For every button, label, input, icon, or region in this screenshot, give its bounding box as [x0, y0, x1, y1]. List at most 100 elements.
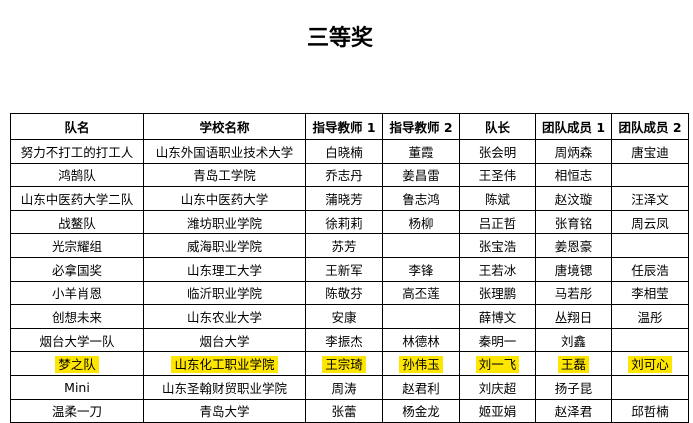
table-cell: 林德林: [382, 327, 460, 353]
table-row: 山东中医药大学二队 山东中医药大学 蒲晓芳 鲁志鸿 陈斌 赵汶璇 汪泽文: [10, 186, 689, 211]
table-row: 梦之队 山东化工职业学院 王宗琦 孙伟玉 刘一飞 王磊 刘可心: [10, 351, 689, 376]
cell-text: 鸿鹄队: [58, 168, 96, 184]
table-row: 创想未来 山东农业大学 安康 薛博文 丛翔日 温彤: [10, 304, 689, 329]
cell-text: 姜恩豪: [554, 239, 593, 255]
cell-text: 相恒志: [554, 168, 593, 184]
table-cell: 赵汶璇: [535, 186, 612, 211]
table-cell: 温彤: [611, 304, 689, 329]
cell-text: 马若彤: [554, 286, 593, 302]
cell-text: 山东中医药大学: [180, 191, 269, 207]
table-cell: [611, 327, 689, 353]
table-cell: [611, 374, 689, 400]
table-cell: 姜恩豪: [535, 233, 612, 258]
table-cell: 光宗耀组: [10, 233, 144, 258]
table-cell: 陈斌: [459, 186, 536, 211]
table-cell: 刘庆超: [459, 374, 536, 400]
table-cell: 李锋: [382, 256, 460, 282]
cell-text: 姜昌雷: [402, 168, 440, 184]
table-cell: 李相莹: [611, 280, 689, 306]
table-cell: 徐莉莉: [305, 209, 383, 235]
table-cell: 董霞: [382, 139, 460, 164]
table-cell: 梦之队: [10, 351, 144, 376]
cell-text: 陈敬芬: [325, 286, 363, 302]
cell-text: 烟台大学一队: [39, 333, 115, 349]
table-cell: 必拿国奖: [10, 256, 144, 282]
cell-text: 扬子昆: [554, 380, 593, 396]
cell-text: 小羊肖恩: [51, 286, 102, 302]
cell-text: 孙伟玉: [399, 356, 443, 374]
cell-text: 临沂职业学院: [186, 286, 262, 302]
table-cell: 孙伟玉: [382, 351, 460, 376]
cell-text: 山东化工职业学院: [171, 356, 278, 374]
table-cell: 马若彤: [535, 280, 612, 306]
table-cell: 唐境锶: [535, 256, 612, 282]
cell-text: 杨柳: [408, 215, 434, 231]
table-cell: 赵泽君: [535, 398, 612, 423]
table-cell: 山东中医药大学二队: [10, 186, 144, 211]
cell-text: 张宝浩: [478, 239, 517, 255]
table-cell: 李振杰: [305, 327, 383, 353]
cell-text: 赵君利: [402, 380, 440, 396]
cell-text: 张蕾: [331, 404, 357, 420]
table-cell: 山东圣翰财贸职业学院: [143, 374, 306, 400]
cell-text: 王新军: [325, 262, 363, 278]
cell-text: 任辰浩: [631, 262, 669, 278]
table-cell: 威海职业学院: [143, 233, 306, 258]
cell-text: 周炳森: [554, 144, 593, 160]
table-row: 努力不打工的打工人 山东外国语职业技术大学 白晓楠 董霞 张会明 周炳森 唐宝迪: [10, 139, 689, 164]
cell-text: 山东理工大学: [186, 262, 262, 278]
cell-text: 王宗琦: [322, 356, 366, 374]
table-cell: 周云凤: [611, 209, 689, 235]
table-cell: [382, 304, 460, 329]
cell-text: 林德林: [402, 333, 440, 349]
cell-text: 山东中医药大学二队: [20, 191, 134, 207]
table-row: 小羊肖恩 临沂职业学院 陈敬芬 高丕莲 张理鹏 马若彤 李相莹: [10, 280, 689, 306]
cell-text: 青岛工学院: [193, 168, 256, 184]
cell-text: 必拿国奖: [51, 262, 102, 278]
title: 三等奖: [306, 26, 373, 51]
table-cell: 王新军: [305, 256, 383, 282]
table-cell: 鸿鹄队: [10, 162, 144, 188]
table-row: 鸿鹄队 青岛工学院 乔志丹 姜昌雷 王圣伟 相恒志: [10, 162, 689, 188]
cell-text: 汪泽文: [631, 191, 669, 207]
cell-text: Mini: [64, 379, 90, 395]
table-cell: 唐宝迪: [611, 139, 689, 164]
header-row: 队名 学校名称 指导教师 1 指导教师 2 队长 团队成员 1 团队成员 2: [10, 113, 689, 140]
table-cell: 王若冰: [459, 256, 536, 282]
cell-text: 王磊: [557, 356, 589, 374]
cell-text: 李锋: [408, 262, 434, 278]
table-cell: 山东农业大学: [143, 304, 306, 329]
cell-text: 李相莹: [631, 286, 669, 302]
table-cell: 乔志丹: [305, 162, 383, 188]
table-cell: 苏芳: [305, 233, 383, 258]
column-header: 指导教师 1: [305, 113, 383, 140]
cell-text: 创想未来: [51, 309, 102, 325]
table-cell: 山东外国语职业技术大学: [143, 139, 306, 164]
cell-text: 王若冰: [478, 262, 517, 278]
cell-text: 赵泽君: [554, 404, 593, 420]
table-row: 必拿国奖 山东理工大学 王新军 李锋 王若冰 唐境锶 任辰浩: [10, 256, 689, 282]
column-header: 团队成员 2: [611, 113, 689, 140]
table-row: 烟台大学一队 烟台大学 李振杰 林德林 秦明一 刘鑫: [10, 327, 689, 353]
column-header: 团队成员 1: [535, 113, 612, 140]
award-table: 队名 学校名称 指导教师 1 指导教师 2 队长 团队成员 1 团队成员 2 努力不打工的打…: [10, 113, 689, 423]
table-cell: 刘鑫: [535, 327, 612, 353]
table-cell: [611, 162, 689, 188]
table-cell: 杨金龙: [382, 398, 460, 423]
table-cell: 安康: [305, 304, 383, 329]
table-cell: 努力不打工的打工人: [10, 139, 144, 164]
table-cell: 青岛工学院: [143, 162, 306, 188]
column-header: 学校名称: [143, 113, 306, 140]
table-cell: 周炳森: [535, 139, 612, 164]
column-header: 指导教师 2: [382, 113, 460, 140]
table-cell: 张育铭: [535, 209, 612, 235]
cell-text: 董霞: [408, 144, 434, 160]
column-header: 队长: [459, 113, 536, 140]
table-cell: 王宗琦: [305, 351, 383, 376]
cell-text: 潍坊职业学院: [186, 215, 262, 231]
table-cell: 周涛: [305, 374, 383, 400]
cell-text: 周云凤: [631, 215, 669, 231]
cell-text: 张育铭: [554, 215, 593, 231]
table-cell: 邱哲楠: [611, 398, 689, 423]
cell-text: 鲁志鸿: [402, 191, 440, 207]
